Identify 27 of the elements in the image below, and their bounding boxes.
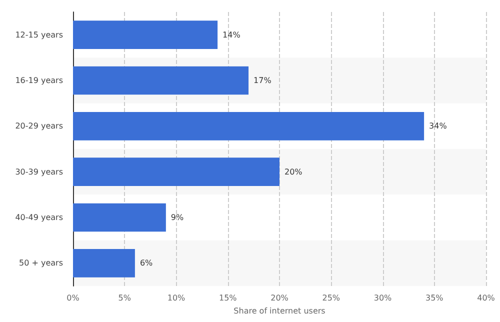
y-tick-label: 20-29 years (15, 122, 63, 131)
data-label: 14% (222, 30, 241, 40)
y-tick-label: 30-39 years (15, 167, 63, 176)
x-tick-label: 25% (322, 294, 340, 302)
x-tick-label: 0% (66, 294, 80, 302)
y-tick-label: 16-19 years (15, 76, 63, 85)
y-tick-label: 40-49 years (15, 213, 63, 222)
x-tick-label: 15% (218, 294, 238, 302)
x-tick-label: 40% (477, 294, 496, 302)
bar (73, 20, 218, 49)
bar (73, 158, 280, 186)
x-axis-title: Share of internet users (234, 306, 326, 316)
x-tick-label: 10% (167, 294, 186, 302)
data-label: 20% (284, 167, 303, 176)
data-label: 34% (429, 122, 448, 131)
data-label: 17% (254, 76, 272, 85)
x-tick-label: 35% (425, 294, 444, 302)
x-tick-label: 30% (374, 294, 392, 302)
bar (73, 203, 166, 232)
bar (73, 249, 135, 278)
data-label: 6% (140, 258, 154, 268)
y-tick-label: 12-15 years (15, 30, 63, 40)
x-tick-label: 20% (270, 294, 289, 302)
x-tick-label: 5% (118, 294, 132, 302)
y-tick-label: 50 + years (19, 258, 63, 268)
bar (73, 66, 249, 95)
data-label: 9% (170, 213, 184, 222)
